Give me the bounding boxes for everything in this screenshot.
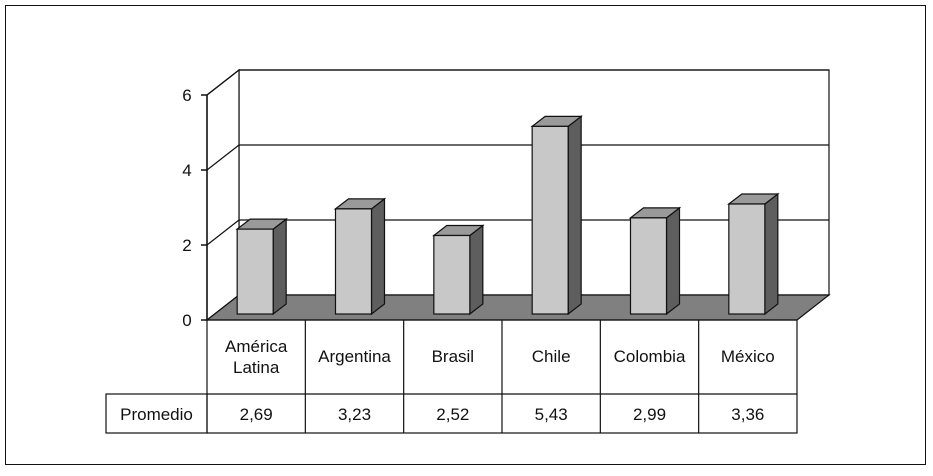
bar-side <box>567 115 582 316</box>
bar-side <box>764 192 779 316</box>
bar <box>236 228 274 315</box>
bar-side <box>665 206 681 316</box>
series-label: Promedio <box>120 405 193 424</box>
data-value-label: 2,52 <box>436 405 469 424</box>
data-value-label: 3,36 <box>731 405 764 424</box>
gridline-side <box>206 144 240 171</box>
bar <box>629 217 668 315</box>
bar-side <box>469 224 484 316</box>
y-tick-label: 4 <box>182 161 191 180</box>
bar <box>728 203 766 315</box>
gridline-side <box>206 219 240 246</box>
bar <box>334 208 373 315</box>
bar-side <box>272 217 287 316</box>
data-value-label: 2,99 <box>633 405 666 424</box>
bar <box>531 125 569 315</box>
bar <box>433 234 471 315</box>
category-label: Colombia <box>614 347 686 366</box>
y-tick-label: 2 <box>182 236 191 255</box>
table-header-cell <box>105 393 208 434</box>
data-value-label: 3,23 <box>338 405 371 424</box>
data-value-label: 2,69 <box>240 405 273 424</box>
category-label: Chile <box>532 347 571 366</box>
bar-side <box>370 197 386 316</box>
category-label: América <box>225 337 288 356</box>
y-tick-label: 0 <box>182 311 191 330</box>
category-label: México <box>721 347 775 366</box>
data-value-label: 5,43 <box>535 405 568 424</box>
y-tick-label: 6 <box>182 86 191 105</box>
gridline-side <box>206 69 240 96</box>
side-wall <box>206 68 240 322</box>
category-label: Latina <box>233 358 280 377</box>
chart-frame <box>5 5 926 465</box>
category-label: Argentina <box>318 347 391 366</box>
category-label: Brasil <box>432 347 475 366</box>
